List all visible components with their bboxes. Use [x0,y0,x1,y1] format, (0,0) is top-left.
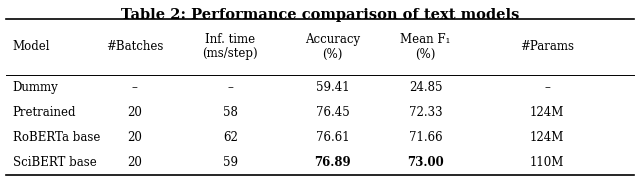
Text: 110M: 110M [530,156,564,169]
Text: 62: 62 [223,131,238,144]
Text: 59: 59 [223,156,238,169]
Text: #Params: #Params [520,41,574,54]
Text: –: – [131,81,138,94]
Text: 58: 58 [223,106,238,119]
Text: 20: 20 [127,131,142,144]
Text: 76.61: 76.61 [316,131,349,144]
Text: –: – [227,81,234,94]
Text: 76.45: 76.45 [316,106,349,119]
Text: 20: 20 [127,106,142,119]
Text: Inf. time
(ms/step): Inf. time (ms/step) [203,33,258,60]
Text: 124M: 124M [530,131,564,144]
Text: Mean F₁
(%): Mean F₁ (%) [401,33,451,60]
Text: 73.00: 73.00 [407,156,444,169]
Text: Dummy: Dummy [13,81,58,94]
Text: 76.89: 76.89 [314,156,351,169]
Text: #Batches: #Batches [106,41,163,54]
Text: 72.33: 72.33 [409,106,442,119]
Text: 71.66: 71.66 [409,131,442,144]
Text: Model: Model [13,41,51,54]
Text: SciBERT base: SciBERT base [13,156,97,169]
Text: 59.41: 59.41 [316,81,349,94]
Text: Pretrained: Pretrained [13,106,76,119]
Text: Table 2: Performance comparison of text models: Table 2: Performance comparison of text … [121,8,519,22]
Text: –: – [544,81,550,94]
Text: 20: 20 [127,156,142,169]
Text: Accuracy
(%): Accuracy (%) [305,33,360,60]
Text: 124M: 124M [530,106,564,119]
Text: RoBERTa base: RoBERTa base [13,131,100,144]
Text: 24.85: 24.85 [409,81,442,94]
